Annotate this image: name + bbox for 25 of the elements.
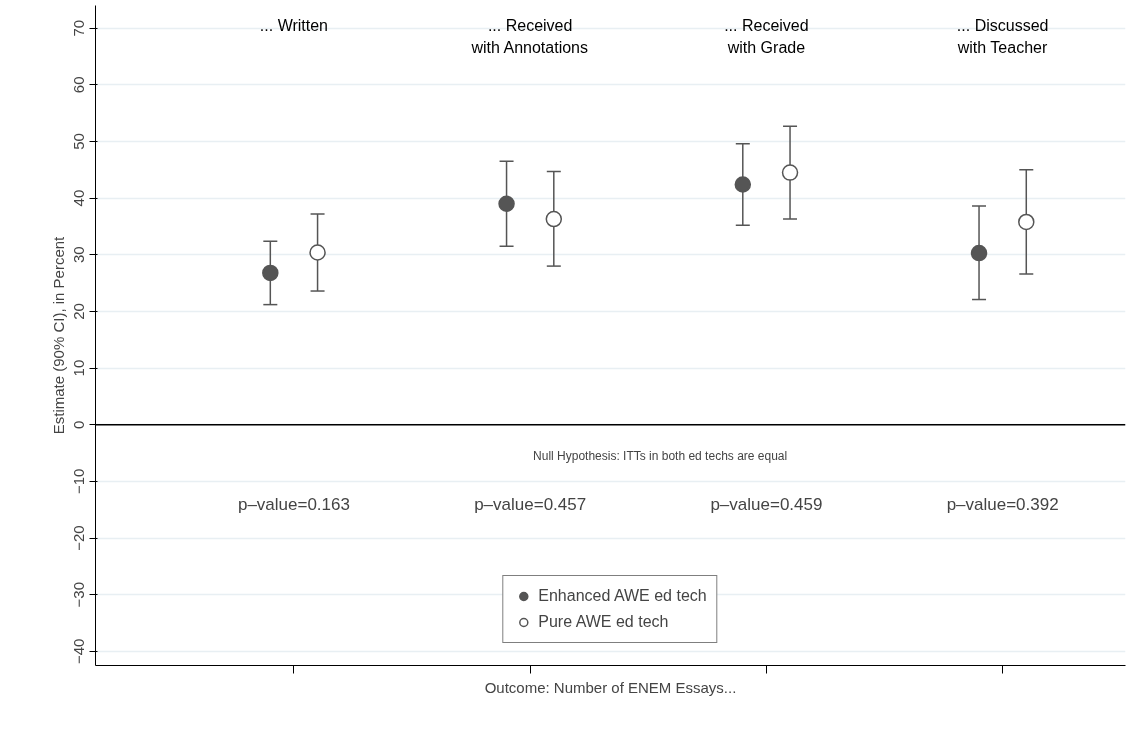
x-tick-label: ... Discussed with Teacher: [956, 16, 1049, 56]
x-axis-title: Outcome: Number of ENEM Essays...: [484, 678, 737, 696]
y-tick-label: 40: [70, 189, 88, 207]
x-tick-label: ... Written: [259, 16, 329, 34]
y-tick-label: 30: [70, 246, 88, 264]
x-tick-label: ... Received with Grade: [724, 16, 809, 56]
y-tick-label: −40: [70, 638, 88, 665]
x-tick-label: ... Received with Annotations: [470, 16, 589, 56]
y-tick-label: 20: [70, 303, 88, 320]
y-tick-label: 60: [70, 76, 88, 94]
y-tick-label: 10: [70, 359, 88, 377]
y-axis-title: Estimate (90% CI), in Percent: [49, 235, 67, 435]
annotation: Null Hypothesis: ITTs in both ed techs are equal: [533, 448, 788, 463]
annotation: p–value=0.392: [946, 494, 1059, 514]
annotation: p–value=0.457: [474, 494, 587, 514]
y-tick-label: 50: [70, 133, 88, 150]
y-tick-label: 70: [70, 19, 88, 37]
y-tick-label: −30: [70, 581, 88, 608]
legend-label: Enhanced AWE ed tech: [538, 587, 707, 605]
legend-label: Pure AWE ed tech: [538, 613, 669, 631]
y-tick-label: −20: [70, 525, 88, 551]
annotation: p–value=0.163: [237, 494, 350, 514]
y-tick-label: −10: [70, 468, 88, 495]
y-tick-label: 0: [70, 420, 88, 429]
annotation: p–value=0.459: [710, 494, 823, 514]
